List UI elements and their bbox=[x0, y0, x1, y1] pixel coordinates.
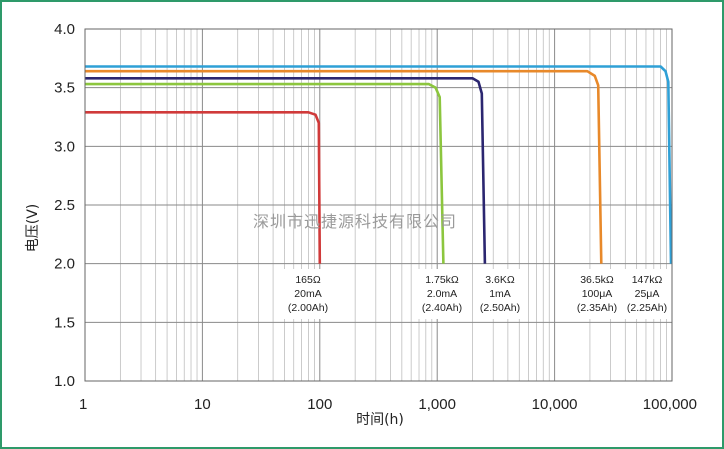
series-label-line: (2.50Ah) bbox=[480, 302, 520, 314]
series-label-line: 2.0mA bbox=[427, 288, 457, 300]
label-background bbox=[281, 269, 335, 319]
y-tick-label: 2.5 bbox=[54, 197, 75, 214]
discharge-curve bbox=[85, 111, 322, 264]
grid-lines bbox=[85, 29, 672, 381]
y-axis-title: 电压(V) bbox=[25, 204, 41, 253]
x-tick-label: 100,000 bbox=[643, 396, 697, 413]
watermark-text: 深圳市迅捷源科技有限公司 bbox=[253, 212, 457, 231]
series-labels: 165Ω 20mA (2.00Ah) 1.75kΩ 2.0mA (2.40Ah) 3.6KΩ… bbox=[281, 269, 674, 319]
series-label-line: (2.35Ah) bbox=[577, 302, 617, 314]
series-label-line: 147kΩ bbox=[632, 274, 663, 286]
x-tick-label: 1 bbox=[79, 396, 87, 413]
x-axis-title: 时间(h) bbox=[356, 412, 404, 428]
discharge-curve bbox=[85, 77, 487, 264]
y-tick-label: 2.0 bbox=[54, 256, 75, 273]
x-tick-label: 1,000 bbox=[418, 396, 456, 413]
series-label-line: 25μA bbox=[635, 288, 660, 300]
series-label-line: 20mA bbox=[294, 288, 321, 300]
series-label-line: (2.40Ah) bbox=[422, 302, 462, 314]
series-label-line: (2.00Ah) bbox=[288, 302, 328, 314]
discharge-curves bbox=[85, 65, 673, 264]
discharge-curve bbox=[85, 69, 603, 264]
plot-area-border bbox=[84, 28, 673, 382]
series-label-line: 3.6KΩ bbox=[485, 274, 515, 286]
x-tick-label: 10 bbox=[194, 396, 211, 413]
y-tick-label: 1.0 bbox=[54, 373, 75, 390]
discharge-curve bbox=[85, 65, 673, 264]
tick-labels: 1 10 100 1,000 10,000 100,000 1.0 1.5 2.0 2.5 3.0 3… bbox=[54, 21, 697, 413]
series-label-line: 1mA bbox=[489, 288, 511, 300]
discharge-curve bbox=[85, 82, 445, 264]
x-tick-label: 100 bbox=[307, 396, 332, 413]
series-label-line: (2.25Ah) bbox=[627, 302, 667, 314]
series-label-line: 165Ω bbox=[295, 274, 321, 286]
y-tick-label: 3.0 bbox=[54, 138, 75, 155]
series-label-line: 100μA bbox=[582, 288, 613, 300]
label-background bbox=[473, 269, 527, 319]
y-tick-label: 3.5 bbox=[54, 80, 75, 97]
label-background bbox=[415, 269, 469, 319]
label-background bbox=[570, 269, 624, 319]
series-label-line: 36.5kΩ bbox=[580, 274, 614, 286]
y-tick-label: 4.0 bbox=[54, 21, 75, 38]
label-background bbox=[620, 269, 674, 319]
y-tick-label: 1.5 bbox=[54, 314, 75, 331]
x-tick-label: 10,000 bbox=[532, 396, 578, 413]
series-label-line: 1.75kΩ bbox=[425, 274, 459, 286]
